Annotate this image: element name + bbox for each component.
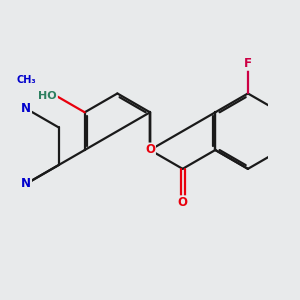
Text: F: F (244, 57, 252, 70)
Text: HO: HO (38, 91, 57, 101)
Text: N: N (21, 102, 31, 115)
Text: CH₃: CH₃ (16, 75, 36, 85)
Text: N: N (21, 177, 31, 190)
Text: O: O (178, 196, 188, 209)
Text: O: O (145, 143, 155, 157)
